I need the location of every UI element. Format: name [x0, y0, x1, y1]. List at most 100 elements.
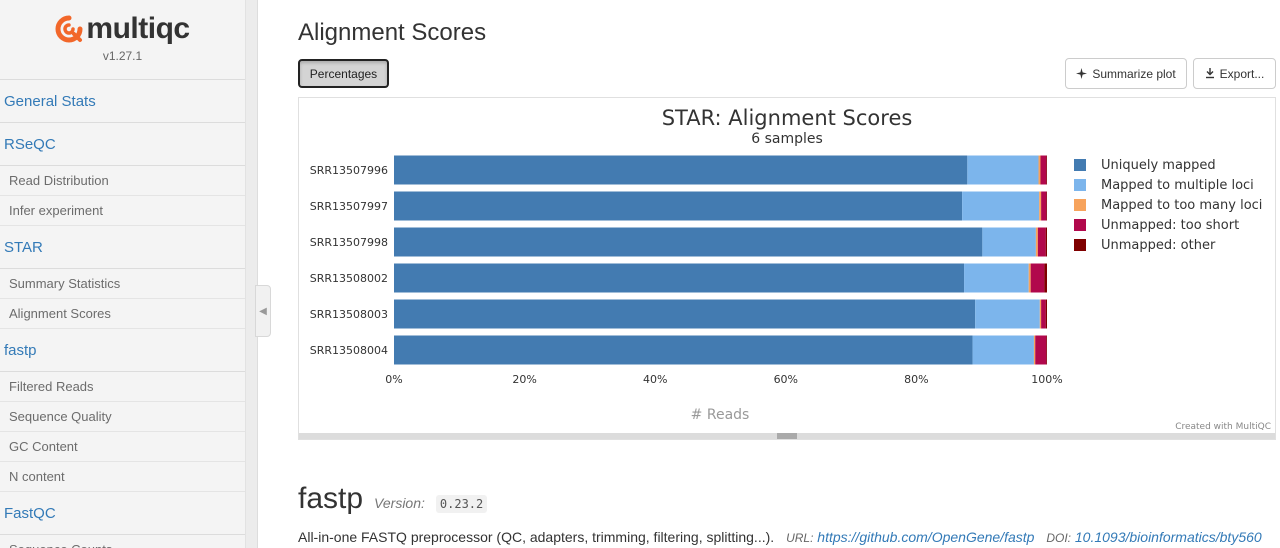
chart-title: STAR: Alignment Scores [662, 106, 913, 130]
bar-segment [1038, 155, 1041, 185]
sidebar-item-summary-statistics[interactable]: Summary Statistics [0, 269, 245, 299]
sidebar-item-filtered-reads[interactable]: Filtered Reads [0, 372, 245, 402]
bar-segment [1037, 227, 1046, 257]
version-label: v1.27.1 [102, 49, 143, 63]
bar-segment [1041, 299, 1046, 329]
sidebar-item-star[interactable]: STAR [0, 226, 245, 269]
chevron-left-icon: ◀ [259, 305, 267, 317]
bar-segment [972, 335, 1034, 365]
sidebar-item-n-content[interactable]: N content [0, 462, 245, 492]
fastp-version-label: Version: [374, 495, 425, 511]
sidebar-item-sequence-counts[interactable]: Sequence Counts [0, 535, 245, 548]
sidebar-gutter [246, 0, 258, 548]
fastp-title: fastp [298, 482, 364, 515]
bar-segment [1046, 191, 1047, 221]
y-tick-label: SRR13507996 [310, 164, 388, 177]
fastp-heading: fastp Version: 0.23.2 [298, 482, 488, 516]
fastp-description-row: All-in-one FASTQ preprocessor (QC, adapt… [298, 529, 1262, 545]
x-tick-label: 0% [385, 373, 402, 386]
x-tick-label: 20% [512, 373, 536, 386]
legend-label: Uniquely mapped [1101, 158, 1216, 173]
bar-segment [1045, 227, 1047, 257]
logo-text: multiqc [86, 12, 190, 45]
collapse-sidebar-button[interactable]: ◀ [255, 285, 271, 337]
export-label: Export... [1219, 66, 1265, 81]
sidebar-item-sequence-quality[interactable]: Sequence Quality [0, 402, 245, 432]
multiqc-logo[interactable]: multiqc v1.27.1 [0, 0, 245, 80]
legend-swatch [1074, 159, 1086, 171]
x-tick-label: 80% [904, 373, 928, 386]
y-tick-label: SRR13507997 [310, 200, 388, 213]
y-tick-label: SRR13508002 [310, 272, 388, 285]
multiqc-logo-icon [55, 15, 83, 43]
sidebar-item-fastqc[interactable]: FastQC [0, 492, 245, 535]
fastp-url-link[interactable]: https://github.com/OpenGene/fastp [817, 529, 1035, 545]
bar-segment [394, 335, 973, 365]
sidebar-item-rseqc[interactable]: RSeQC [0, 123, 245, 166]
legend-swatch [1074, 239, 1086, 251]
bar-segment [394, 263, 965, 293]
sidebar-item-general-stats[interactable]: General Stats [0, 80, 245, 123]
bar-segment [1046, 335, 1047, 365]
bar-segment [1040, 155, 1047, 185]
bar-segment [1046, 155, 1047, 185]
sidebar-item-alignment-scores[interactable]: Alignment Scores [0, 299, 245, 329]
percentages-toggle[interactable]: Percentages [298, 59, 389, 88]
plot-container: STAR: Alignment Scores 6 samples SRR135079… [298, 97, 1276, 440]
bar-segment [975, 299, 1040, 329]
export-button[interactable]: Export... [1193, 58, 1276, 89]
download-icon [1205, 68, 1214, 79]
legend-label: Mapped to too many loci [1101, 198, 1262, 213]
fastp-description: All-in-one FASTQ preprocessor (QC, adapt… [298, 529, 775, 545]
summarize-plot-label: Summarize plot [1092, 66, 1176, 81]
bar-segment [982, 227, 1036, 257]
bar-segment [394, 299, 976, 329]
legend-swatch [1074, 219, 1086, 231]
bar-segment [1033, 335, 1036, 365]
fastp-version: 0.23.2 [435, 495, 488, 513]
x-tick-label: 100% [1031, 373, 1062, 386]
sparkle-icon [1076, 68, 1088, 79]
bar-segment [1028, 263, 1031, 293]
legend-swatch [1074, 199, 1086, 211]
sidebar-item-fastp[interactable]: fastp [0, 329, 245, 372]
sidebar-item-read-distribution[interactable]: Read Distribution [0, 166, 245, 196]
page-title: Alignment Scores [298, 19, 487, 46]
bar-segment [962, 191, 1040, 221]
legend-swatch [1074, 179, 1086, 191]
bar-segment [964, 263, 1029, 293]
bar-segment [1045, 299, 1047, 329]
bar-segment [394, 155, 968, 185]
legend-label: Unmapped: other [1101, 238, 1216, 253]
bar-segment [967, 155, 1039, 185]
chart-subtitle: 6 samples [751, 131, 823, 147]
legend-label: Unmapped: too short [1101, 218, 1239, 233]
bar-segment [1035, 227, 1038, 257]
chart-credit: Created with MultiQC [1175, 422, 1271, 432]
x-axis-label: # Reads [691, 407, 750, 423]
sidebar-nav: General Stats RSeQC Read Distribution Infer… [0, 80, 245, 548]
bar-segment [1035, 335, 1047, 365]
fastp-doi-link[interactable]: 10.1093/bioinformatics/bty560 [1074, 529, 1262, 545]
summarize-plot-button[interactable]: Summarize plot [1065, 58, 1187, 89]
x-tick-label: 40% [643, 373, 667, 386]
bar-segment [1039, 191, 1042, 221]
doi-label: DOI: [1046, 531, 1071, 545]
bar-segment [1044, 263, 1047, 293]
y-tick-label: SRR13507998 [310, 236, 388, 249]
resize-grip[interactable] [777, 433, 797, 439]
bar-segment [1030, 263, 1045, 293]
bar-segment [394, 191, 963, 221]
url-label: URL: [786, 531, 814, 545]
bar-segment [1039, 299, 1042, 329]
legend-label: Mapped to multiple loci [1101, 178, 1254, 193]
bar-segment [1041, 191, 1047, 221]
y-tick-label: SRR13508004 [310, 344, 388, 357]
x-tick-label: 60% [774, 373, 798, 386]
plot-resize-handle[interactable] [299, 433, 1275, 439]
bar-segment [394, 227, 983, 257]
sidebar-item-infer-experiment[interactable]: Infer experiment [0, 196, 245, 226]
y-tick-label: SRR13508003 [310, 308, 388, 321]
sidebar-item-gc-content[interactable]: GC Content [0, 432, 245, 462]
